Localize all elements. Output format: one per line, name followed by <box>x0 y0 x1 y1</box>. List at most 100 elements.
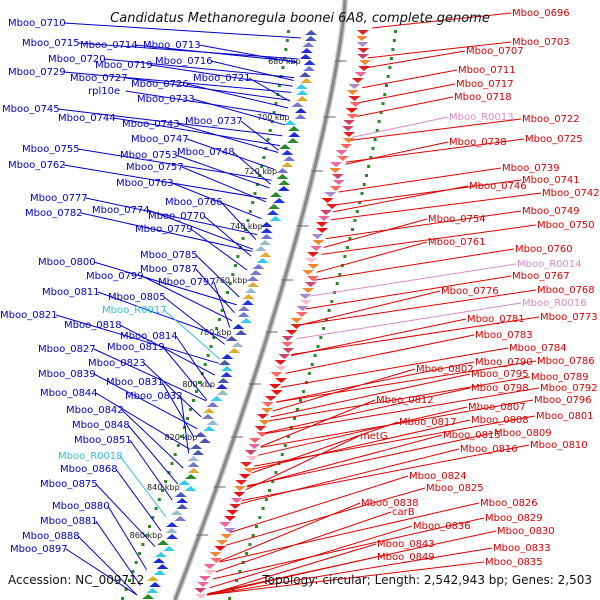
left-leader-line <box>93 261 237 306</box>
left-gene-label: Mboo_0710 <box>8 18 66 29</box>
left-gene-label: Mboo_0743 <box>122 119 180 130</box>
right-gene-label: Mboo_0790 <box>475 357 533 368</box>
feature-arrow <box>331 174 344 179</box>
left-gene-label: Mboo_0748 <box>177 147 235 158</box>
right-leader-line <box>331 192 542 221</box>
feature-arrow <box>315 222 328 227</box>
feature-arrow <box>246 276 259 281</box>
feature-arrow <box>321 198 334 203</box>
feature-arrow <box>221 354 234 359</box>
feature-arrow <box>264 396 277 401</box>
left-gene-label: Mboo_0799 <box>86 271 144 282</box>
feature-arrow <box>346 114 359 119</box>
right-gene-label: Mboo_0783 <box>475 330 533 341</box>
gc-dot <box>215 327 219 330</box>
right-leader-line <box>280 347 509 388</box>
feature-arrow <box>356 30 369 35</box>
feature-arrow <box>163 546 176 551</box>
left-gene-label: Mboo_0729 <box>8 67 66 78</box>
feature-arrow <box>244 288 257 293</box>
right-leader-line <box>206 543 377 596</box>
gc-dot <box>220 309 224 312</box>
feature-arrow <box>285 330 298 335</box>
gc-dot <box>360 192 364 195</box>
feature-arrow <box>223 516 236 521</box>
left-gene-label: Mboo_0819 <box>107 342 165 353</box>
gc-dot <box>251 201 255 204</box>
left-leader-line <box>248 77 290 102</box>
feature-arrow <box>336 156 349 161</box>
feature-arrow <box>256 432 269 437</box>
right-leader-line <box>260 399 376 447</box>
feature-arrow <box>152 558 165 563</box>
left-gene-label: Mboo_0868 <box>60 464 118 475</box>
left-leader-line <box>175 154 270 189</box>
feature-arrow <box>294 114 307 119</box>
right-gene-label: Mboo_0717 <box>456 79 514 90</box>
gc-dot <box>248 543 252 546</box>
feature-arrow <box>235 330 248 335</box>
feature-arrow <box>249 270 262 275</box>
right-gene-label: Mboo_0810 <box>530 440 588 451</box>
gc-dot <box>161 489 164 492</box>
feature-arrow <box>146 588 159 593</box>
left-leader-line <box>127 424 179 485</box>
feature-arrow <box>198 576 211 581</box>
gc-dot <box>316 345 320 348</box>
right-gene-label: Mboo_0786 <box>537 356 595 367</box>
gc-dot <box>124 588 128 591</box>
feature-arrow <box>248 438 261 443</box>
feature-arrow <box>330 162 343 167</box>
gc-dot <box>358 201 362 204</box>
right-gene-label: Mboo_0767 <box>512 271 570 282</box>
feature-arrow <box>192 450 205 455</box>
left-gene-label: Mboo_0727 <box>70 73 128 84</box>
feature-arrow <box>206 420 219 425</box>
feature-arrow <box>300 300 313 305</box>
feature-arrow <box>351 78 364 83</box>
gc-dot <box>164 480 168 483</box>
gc-dot <box>284 48 288 51</box>
gc-dot <box>186 417 189 420</box>
feature-arrow <box>291 102 304 107</box>
feature-arrow <box>176 498 189 503</box>
feature-arrow <box>335 150 348 155</box>
gc-dot <box>392 39 396 42</box>
gc-dot <box>262 156 266 159</box>
left-leader-line <box>175 335 212 388</box>
feature-arrow <box>310 246 323 251</box>
left-gene-label: rpl10e <box>88 86 120 97</box>
right-leader-line <box>245 435 360 491</box>
left-leader-line <box>57 108 283 137</box>
left-leader-line <box>77 148 272 181</box>
left-leader-line <box>186 83 289 109</box>
feature-arrow <box>194 588 207 593</box>
gc-dot <box>335 282 339 285</box>
right-leader-line <box>345 141 449 165</box>
left-gene-label: Mboo_0747 <box>131 134 189 145</box>
right-leader-line <box>240 448 460 505</box>
feature-arrow <box>320 210 333 215</box>
feature-arrow <box>290 318 303 323</box>
feature-arrow <box>312 240 325 245</box>
left-gene-label: Mboo_0744 <box>58 113 116 124</box>
right-gene-label: Mboo_0849 <box>377 552 435 563</box>
left-gene-label: Mboo_0713 <box>143 40 201 51</box>
left-leader-line <box>95 483 156 548</box>
left-gene-label: Mboo_0766 <box>165 197 223 208</box>
right-gene-label: Mboo_0815 <box>443 430 501 441</box>
left-gene-label: Mboo_0880 <box>52 501 110 512</box>
right-leader-line <box>246 434 443 488</box>
feature-arrow <box>156 564 169 569</box>
kbp-tick-label: 680 kbp <box>268 57 301 66</box>
right-leader-line <box>309 263 517 297</box>
right-gene-label: Mboo_0798 <box>471 383 529 394</box>
feature-arrow <box>216 540 229 545</box>
left-leader-line <box>143 362 202 418</box>
left-leader-line <box>186 138 275 170</box>
gc-dot <box>375 129 379 132</box>
feature-arrow <box>206 402 219 407</box>
feature-arrow <box>220 372 233 377</box>
gc-dot <box>154 507 158 510</box>
